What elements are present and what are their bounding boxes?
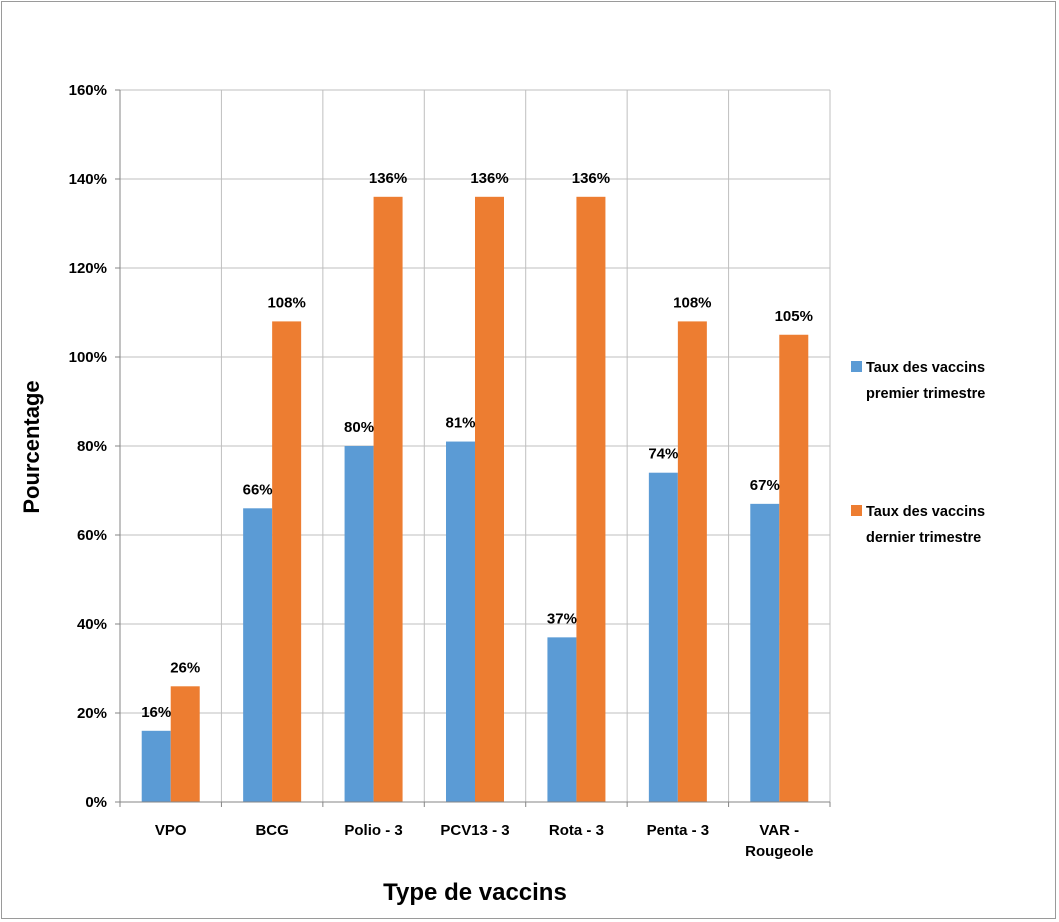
y-tick-label: 0% [85, 794, 107, 811]
bar-premier [648, 472, 678, 802]
axes: 0% 20% 40% 60% 80% 100% 120% 140% 160% VPO BCG Poli… [69, 82, 831, 860]
bar-premier [750, 503, 780, 802]
bar-premier [547, 637, 577, 802]
bar-dernier [272, 321, 302, 802]
data-label: 81% [445, 415, 475, 432]
y-tick-label: 120% [69, 260, 107, 277]
bar-premier [243, 508, 273, 802]
data-label: 37% [547, 610, 577, 627]
data-label: 136% [369, 170, 407, 187]
x-tick-label: VPO [155, 822, 187, 839]
legend: Taux des vaccins premier trimestre Taux de… [851, 360, 985, 546]
x-tick-label: Penta - 3 [647, 822, 710, 839]
data-label: 74% [648, 446, 678, 463]
legend-swatch [851, 361, 862, 372]
data-label: 108% [267, 294, 305, 311]
y-tick-label: 60% [77, 527, 107, 544]
bar-dernier [779, 334, 809, 802]
bar-dernier [576, 196, 606, 803]
y-tick-label: 20% [77, 705, 107, 722]
y-tick-label: 80% [77, 438, 107, 455]
data-label: 136% [470, 170, 508, 187]
data-label: 16% [141, 704, 171, 721]
data-label: 105% [775, 308, 813, 325]
data-label: 136% [572, 170, 610, 187]
bar-dernier [170, 686, 200, 802]
data-labels: 16% 66% 80% 81% 37% 74% 67% 26% 108% 136% 136% 136%… [141, 170, 813, 721]
x-tick-label: BCG [255, 822, 288, 839]
y-tick-label: 160% [69, 82, 107, 99]
bar-premier [344, 446, 374, 802]
y-tick-label: 140% [69, 171, 107, 188]
bar-dernier [475, 196, 504, 803]
y-tick-label: 100% [69, 349, 107, 366]
data-label: 66% [243, 481, 273, 498]
x-axis-title: Type de vaccins [383, 879, 567, 906]
x-tick-label: Polio - 3 [344, 822, 402, 839]
x-tick-label: VAR -Rougeole [745, 822, 813, 860]
data-label: 26% [170, 659, 200, 676]
x-tick-label: Rota - 3 [549, 822, 604, 839]
data-label: 108% [673, 294, 711, 311]
legend-label: Taux des vaccins premier trimestre [866, 360, 985, 402]
y-axis-title: Pourcentage [19, 380, 44, 513]
bar-dernier [373, 196, 403, 803]
bar-premier [141, 730, 171, 802]
bar-premier [446, 441, 475, 802]
bar-dernier [677, 321, 707, 802]
legend-swatch [851, 505, 862, 516]
data-label: 80% [344, 419, 374, 436]
bars [141, 196, 809, 803]
y-tick-label: 40% [77, 616, 107, 633]
legend-label: Taux des vaccins dernier trimestre [866, 504, 985, 546]
data-label: 67% [750, 477, 780, 494]
x-tick-label: PCV13 - 3 [440, 822, 509, 839]
